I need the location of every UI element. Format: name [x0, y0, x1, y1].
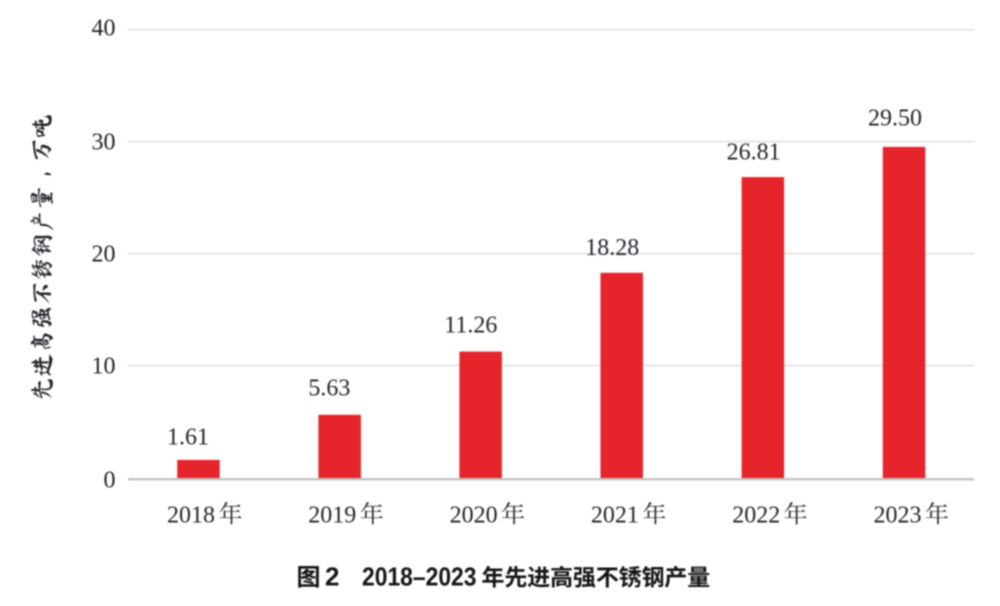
- svg-text:30: 30: [92, 130, 116, 156]
- svg-text:2019: 2019: [308, 503, 356, 529]
- svg-text:2020: 2020: [450, 503, 498, 529]
- svg-text:2022: 2022: [732, 503, 780, 529]
- svg-text:2023: 2023: [874, 503, 922, 529]
- svg-text:0: 0: [104, 468, 116, 494]
- svg-text:18.28: 18.28: [585, 235, 639, 261]
- svg-text:10: 10: [92, 354, 116, 380]
- svg-text:26.81: 26.81: [727, 140, 781, 166]
- svg-text:1.61: 1.61: [167, 425, 209, 451]
- svg-text:5.63: 5.63: [308, 376, 350, 402]
- svg-text:29.50: 29.50: [868, 106, 922, 132]
- svg-text:2021: 2021: [591, 503, 639, 529]
- svg-text:2018–2023: 2018–2023: [362, 562, 477, 592]
- svg-text:20: 20: [92, 242, 116, 268]
- svg-text:11.26: 11.26: [444, 313, 497, 339]
- svg-text:40: 40: [92, 16, 116, 42]
- svg-text:2018: 2018: [167, 503, 215, 529]
- svg-text:2: 2: [325, 562, 339, 592]
